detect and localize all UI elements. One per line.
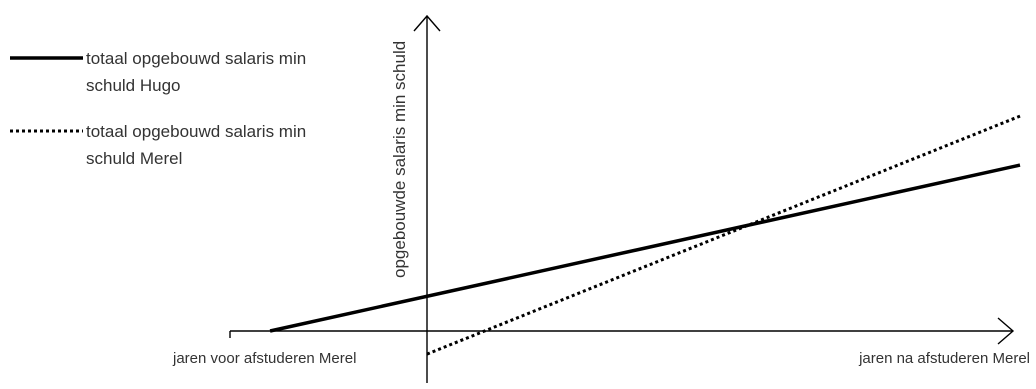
y-axis-arrowhead — [413, 14, 441, 32]
legend: totaal opgebouwd salaris min schuld Hugo… — [10, 49, 306, 168]
x-axis-label-left: jaren voor afstuderen Merel — [172, 350, 356, 367]
x-axis-arrowhead — [997, 317, 1015, 345]
y-axis-label: opgebouwde salaris min schuld — [390, 41, 409, 278]
legend-label-merel-line2: schuld Merel — [86, 149, 182, 168]
series-line-merel — [426, 114, 1021, 356]
series-layer — [269, 114, 1021, 356]
legend-label-merel-line1: totaal opgebouwd salaris min — [86, 122, 306, 141]
legend-label-hugo-line1: totaal opgebouwd salaris min — [86, 49, 306, 68]
axes — [229, 14, 1015, 383]
x-axis-label-right: jaren na afstuderen Merel — [858, 350, 1030, 367]
legend-label-hugo-line2: schuld Hugo — [86, 76, 181, 95]
series-line-hugo — [269, 163, 1021, 333]
